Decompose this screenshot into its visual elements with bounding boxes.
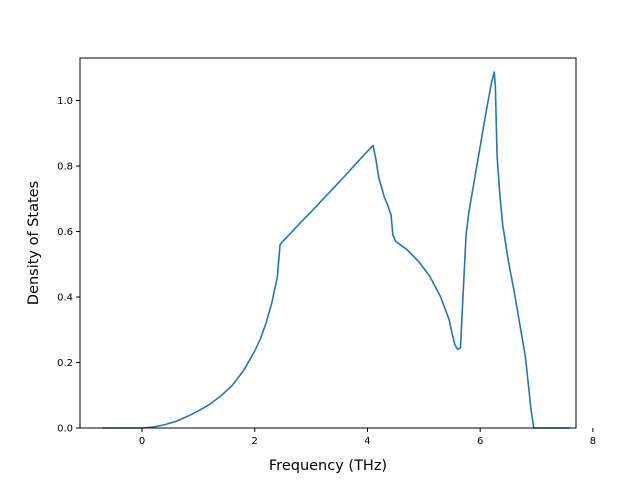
x-tick-label: 8 (590, 436, 596, 447)
x-tick-label: 4 (364, 436, 370, 447)
x-tick-label: 2 (252, 436, 258, 447)
y-tick-label: 1.0 (57, 96, 73, 107)
y-tick-label: 0.8 (57, 162, 73, 173)
x-axis: 0 2 4 6 8 (139, 428, 596, 447)
x-tick-label: 0 (139, 436, 145, 447)
plot-frame (79, 57, 577, 429)
y-tick-label: 0.2 (57, 358, 73, 369)
y-axis-title: Density of States (26, 181, 42, 305)
plot-area-background (80, 58, 576, 428)
series-layer (102, 71, 571, 429)
dos-series-line (102, 71, 571, 429)
y-tick-label: 0.0 (57, 424, 73, 435)
y-tick-label: 0.6 (57, 227, 73, 238)
y-axis: 0.0 0.2 0.4 0.6 0.8 1.0 (57, 96, 80, 435)
x-axis-title: Frequency (THz) (269, 458, 387, 474)
y-tick-label: 0.4 (57, 293, 73, 304)
x-tick-label: 6 (477, 436, 483, 447)
